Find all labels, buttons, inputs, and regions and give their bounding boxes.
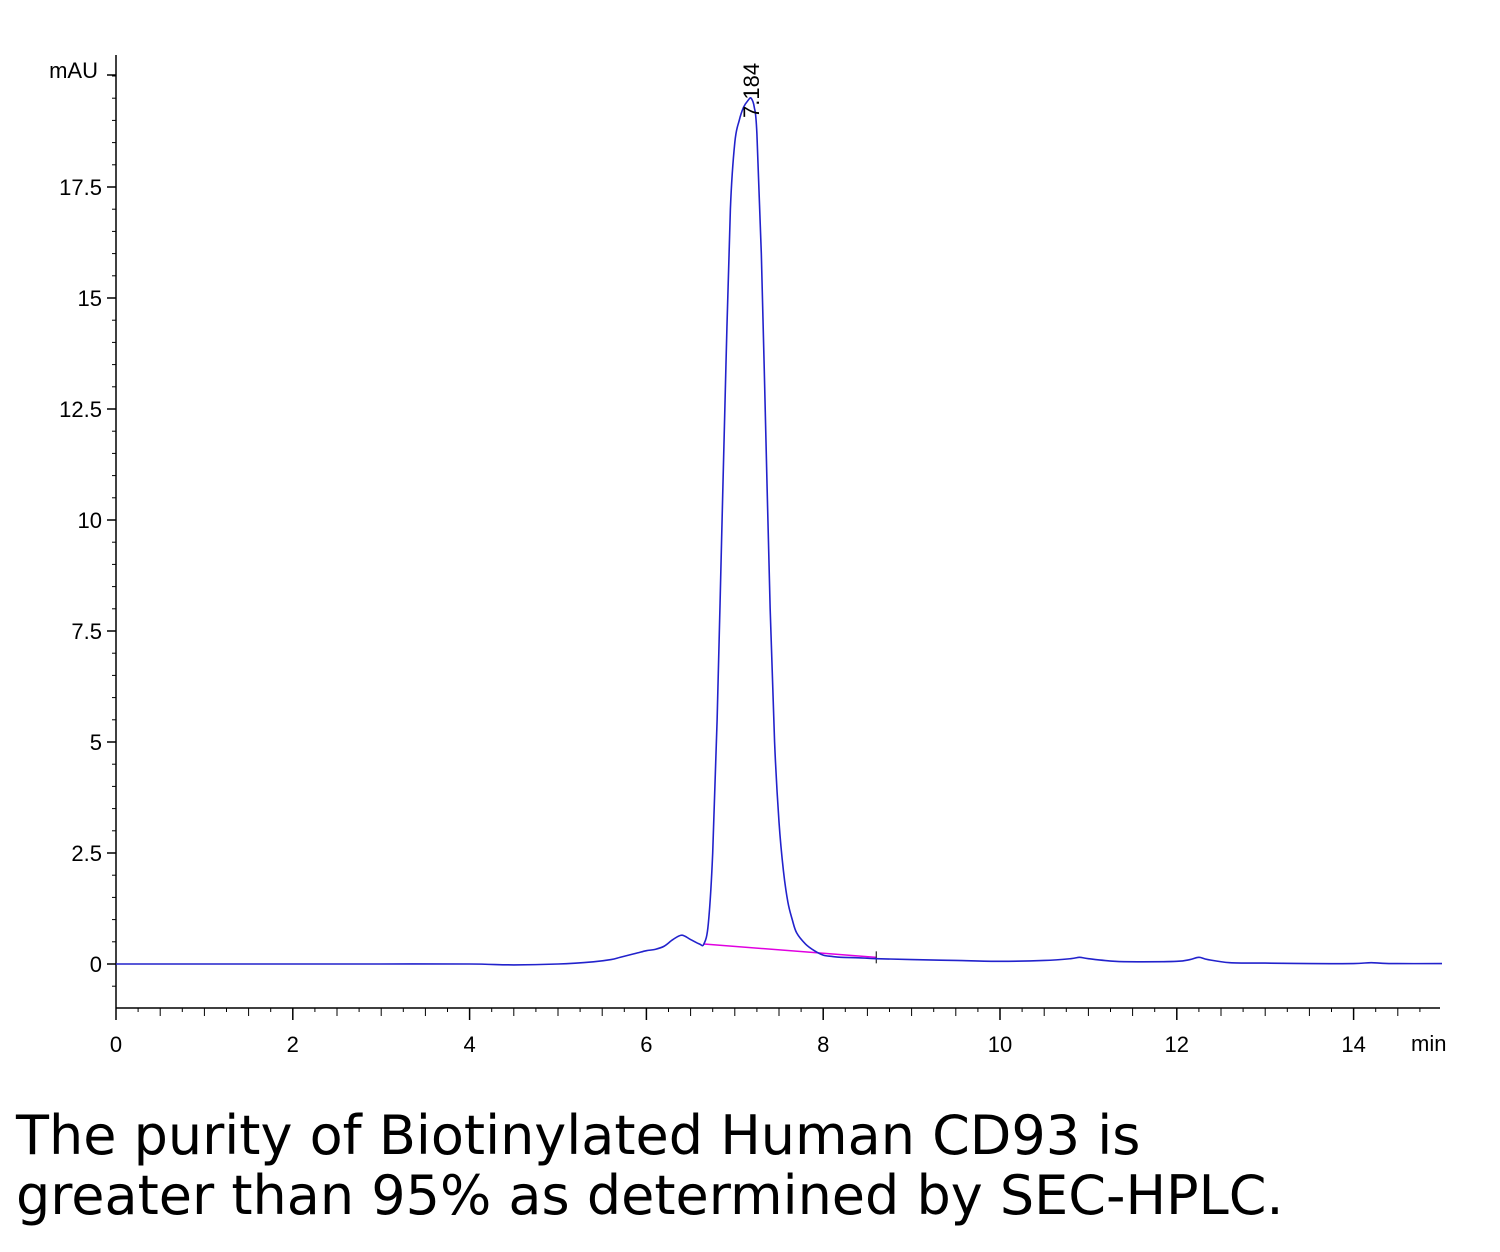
y-tick-label: 2.5 — [71, 841, 102, 866]
caption: The purity of Biotinylated Human CD93 is… — [16, 1106, 1486, 1226]
signal-trace — [116, 97, 1443, 966]
y-tick-label: 10 — [78, 508, 102, 533]
y-tick-label: 15 — [78, 286, 102, 311]
peak-retention-label: 7.184 — [739, 63, 764, 118]
integration-baseline — [703, 943, 877, 959]
x-tick-label: 14 — [1341, 1032, 1365, 1057]
x-axis-unit-label: min — [1411, 1031, 1446, 1056]
x-tick-label: 0 — [110, 1032, 122, 1057]
x-axis: 0 2 4 6 8 10 12 14 — [110, 1007, 1440, 1057]
y-tick-label: 12.5 — [59, 397, 102, 422]
y-axis-unit-label: mAU — [49, 58, 98, 83]
y-tick-label: 5 — [90, 730, 102, 755]
y-axis: 0 2.5 5 7.5 10 12.5 15 17.5 — [59, 55, 117, 1008]
chromatogram-chart: 0 2.5 5 7.5 10 12.5 15 17.5 0 2 4 6 8 10 12 14 7.184 m… — [49, 55, 1446, 1057]
y-tick-label: 17.5 — [59, 175, 102, 200]
plot-area: 7.184 — [116, 63, 1443, 966]
x-tick-label: 4 — [463, 1032, 475, 1057]
y-tick-label: 7.5 — [71, 619, 102, 644]
x-tick-label: 8 — [817, 1032, 829, 1057]
y-tick-label: 0 — [90, 952, 102, 977]
x-tick-label: 2 — [287, 1032, 299, 1057]
caption-line-1: The purity of Biotinylated Human CD93 is — [16, 1104, 1141, 1167]
x-tick-label: 12 — [1165, 1032, 1189, 1057]
caption-line-2: greater than 95% as determined by SEC-HP… — [16, 1164, 1284, 1227]
x-tick-label: 10 — [988, 1032, 1012, 1057]
x-tick-label: 6 — [640, 1032, 652, 1057]
